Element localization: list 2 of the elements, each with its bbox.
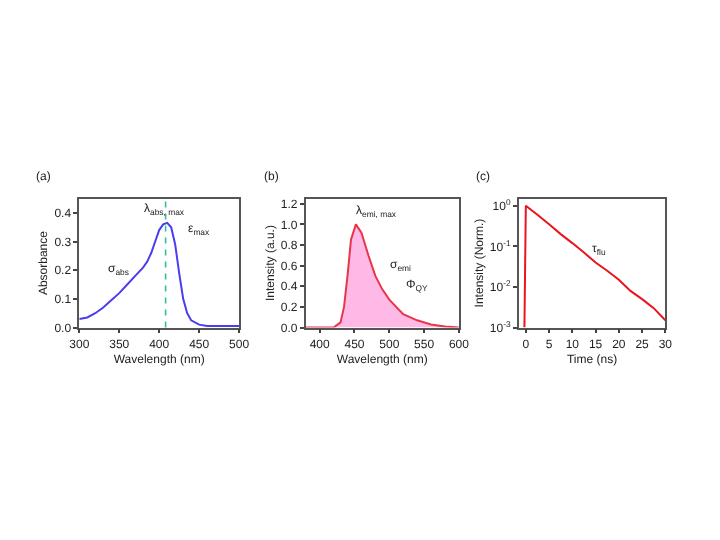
line-series	[79, 221, 240, 328]
line-series	[523, 204, 666, 328]
